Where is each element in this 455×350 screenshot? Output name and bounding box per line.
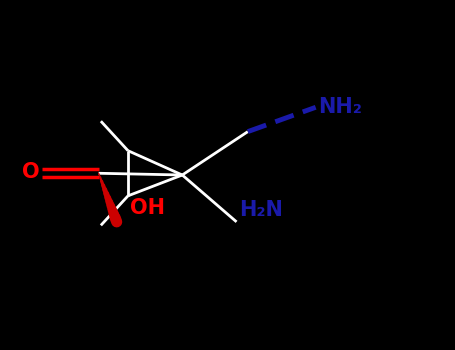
Text: H₂N: H₂N (239, 200, 283, 220)
Text: O: O (22, 162, 40, 182)
Text: NH₂: NH₂ (318, 97, 362, 117)
Text: OH: OH (130, 198, 165, 218)
